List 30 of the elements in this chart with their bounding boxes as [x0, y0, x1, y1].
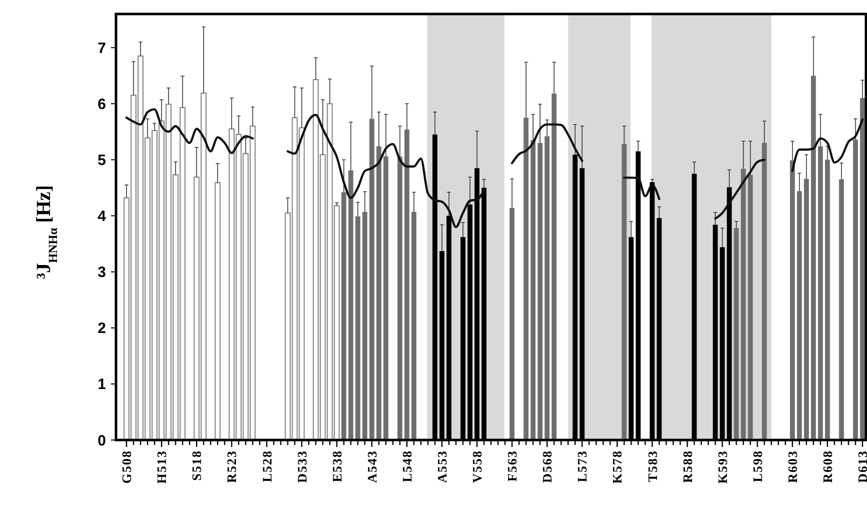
x-tick-label: R523: [224, 450, 240, 483]
x-tick-label: R608: [820, 450, 835, 483]
x-tick-label: A553: [434, 450, 450, 483]
y-tick-label: 7: [98, 40, 106, 57]
x-tick-label: H513: [154, 450, 170, 484]
x-tick-label: K593: [714, 450, 730, 484]
x-tick-label: L573: [574, 450, 590, 482]
y-tick-label: 5: [98, 152, 106, 169]
x-tick-label: T583: [644, 450, 660, 482]
y-tick-label: 1: [98, 376, 106, 394]
y-tick-label: 6: [98, 96, 106, 113]
y-tick-label: 3: [98, 264, 106, 282]
y-tick-label: 0: [98, 432, 106, 450]
x-tick-label: K578: [610, 450, 625, 484]
x-tick-label: L528: [259, 450, 274, 482]
y-tick-label: 2: [98, 320, 106, 338]
x-tick-label: G508: [119, 450, 134, 484]
x-tick-label: V558: [470, 450, 485, 483]
x-tick-label: L598: [750, 450, 765, 482]
x-tick-label: L548: [399, 450, 414, 482]
x-tick-label: F563: [504, 450, 520, 482]
x-tick-label: R603: [784, 450, 800, 483]
x-tick-label: E538: [329, 450, 344, 482]
x-tick-label: D568: [540, 450, 555, 483]
x-tick-label: D613: [855, 450, 867, 483]
x-tick-label: D533: [294, 450, 310, 483]
x-tick-label: R588: [680, 450, 695, 483]
x-tick-label: A543: [364, 450, 380, 483]
y-tick-label: 4: [98, 208, 107, 226]
x-tick-label: S518: [189, 450, 204, 481]
